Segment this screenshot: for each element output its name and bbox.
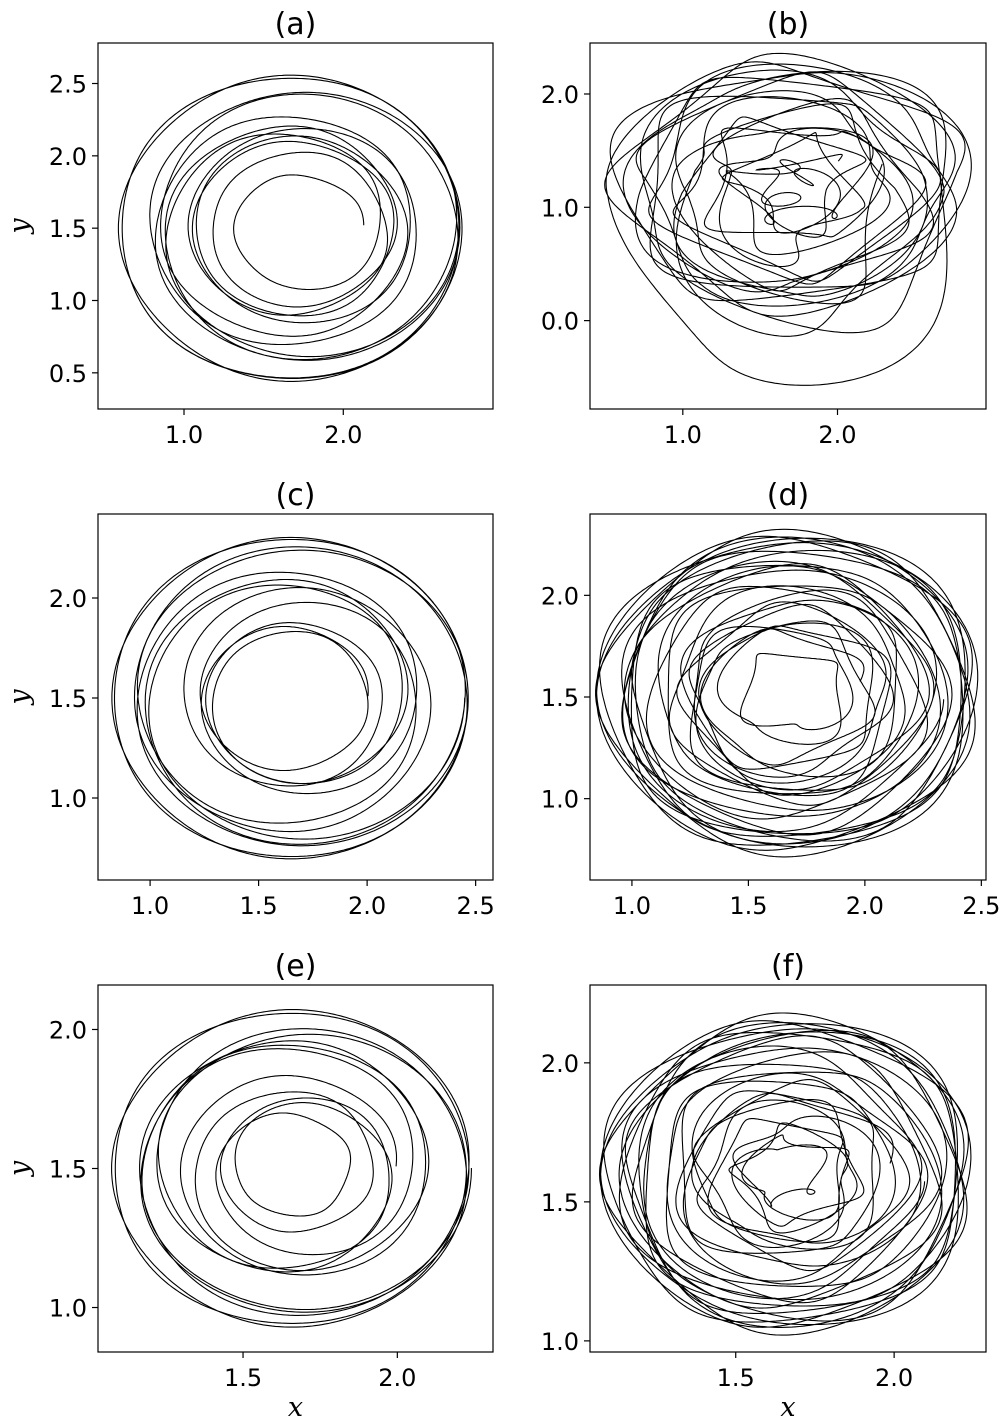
y-tick-label-b: 1.0 (541, 194, 579, 222)
panel-title-d: (d) (767, 478, 809, 513)
trajectory-c (111, 536, 469, 860)
trajectory-b (604, 52, 972, 386)
y-tick-label-d: 2.0 (541, 582, 579, 610)
x-tick-label-d: 1.0 (613, 892, 651, 920)
y-tick-label-e: 1.5 (49, 1156, 87, 1184)
y-tick-label-a: 1.5 (49, 215, 87, 243)
y-tick-label-e: 1.0 (49, 1295, 87, 1323)
x-tick-label-f: 1.5 (717, 1364, 755, 1392)
axes-frame-f (589, 984, 987, 1353)
panel-title-b: (b) (767, 7, 809, 42)
y-tick-label-b: 2.0 (541, 81, 579, 109)
panel-title-c: (c) (276, 478, 316, 513)
axes-frame-b (589, 42, 987, 410)
y-tick-label-a: 2.0 (49, 143, 87, 171)
y-tick-label-f: 1.5 (541, 1189, 579, 1217)
panel-c: (c) 1.0 1.5 2.0 2.5 1.0 1.5 2.0 y (4, 478, 495, 920)
y-tick-label-c: 1.0 (49, 785, 87, 813)
x-tick-label-d: 2.0 (846, 892, 884, 920)
panel-e: (e) 1.5 2.0 1.0 1.5 2.0 y x (4, 949, 494, 1423)
trajectory-d (595, 528, 979, 858)
x-tick-label-c: 2.0 (348, 892, 386, 920)
x-tick-label-b: 2.0 (818, 421, 856, 449)
y-tick-label-a: 1.0 (49, 288, 87, 316)
x-tick-label-b: 1.0 (664, 421, 702, 449)
panel-f: (f) 1.5 2.0 1.0 1.5 2.0 x (541, 949, 987, 1423)
x-tick-label-c: 1.5 (240, 892, 278, 920)
y-tick-label-d: 1.5 (541, 684, 579, 712)
x-axis-label-e: x (288, 1392, 303, 1423)
panels: (a) 1.0 2.0 0.5 1.0 1.5 2.0 2.5 y (b) 1.0 2.0 0.0 1.0… (4, 7, 1000, 1423)
y-tick-label-c: 1.5 (49, 685, 87, 713)
trajectory-e (111, 1009, 472, 1328)
panel-title-a: (a) (275, 7, 317, 42)
y-tick-label-f: 2.0 (541, 1050, 579, 1078)
y-axis-label-c: y (4, 689, 35, 706)
axes-frame-a (97, 42, 494, 410)
x-tick-label-d: 1.5 (729, 892, 767, 920)
y-tick-label-f: 1.0 (541, 1328, 579, 1356)
panel-title-e: (e) (275, 949, 317, 984)
y-tick-label-d: 1.0 (541, 786, 579, 814)
x-tick-label-a: 2.0 (324, 421, 362, 449)
panel-title-f: (f) (771, 949, 805, 984)
y-tick-label-e: 2.0 (49, 1016, 87, 1044)
panel-d: (d) 1.0 1.5 2.0 2.5 1.0 1.5 2.0 (541, 478, 1001, 920)
panel-a: (a) 1.0 2.0 0.5 1.0 1.5 2.0 2.5 y (4, 7, 494, 449)
panel-b: (b) 1.0 2.0 0.0 1.0 2.0 (541, 7, 987, 449)
trajectory-f (598, 1012, 972, 1336)
x-axis-label-f: x (780, 1392, 795, 1423)
y-tick-label-a: 0.5 (49, 360, 87, 388)
trajectory-a (117, 74, 463, 382)
y-axis-label-e: y (4, 1160, 35, 1177)
x-tick-label-c: 1.0 (131, 892, 169, 920)
y-tick-label-c: 2.0 (49, 585, 87, 613)
axes-frame-c (97, 513, 494, 881)
x-tick-label-e: 1.5 (224, 1364, 262, 1392)
y-axis-label-a: y (4, 218, 35, 235)
x-tick-label-d: 2.5 (962, 892, 1000, 920)
x-tick-label-c: 2.5 (457, 892, 495, 920)
x-tick-label-e: 2.0 (378, 1364, 416, 1392)
x-tick-label-a: 1.0 (165, 421, 203, 449)
y-tick-label-b: 0.0 (541, 308, 579, 336)
y-tick-label-a: 2.5 (49, 71, 87, 99)
x-tick-label-f: 2.0 (875, 1364, 913, 1392)
